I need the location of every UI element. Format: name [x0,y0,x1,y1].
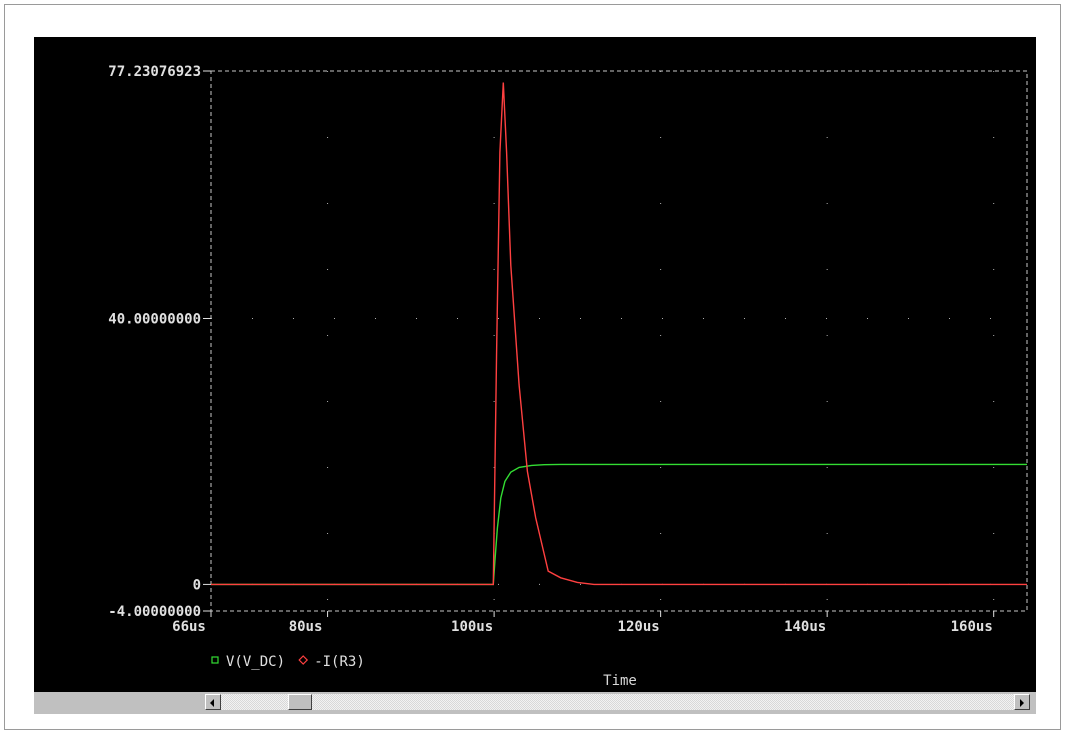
y-tick-label: 77.23076923 [108,64,201,80]
plot-border [210,70,1028,612]
series-line-i-r3 [211,82,1027,586]
legend-square-marker [211,656,219,664]
y-axis-ticks: 77.23076923 40.00000000 0 -4.00000000 [108,64,211,620]
probe-plot-screen: 77.23076923 40.00000000 0 -4.00000000 66us 8… [34,37,1036,714]
x-axis-ticks: 66us 80us 100us 120us 140us 160us [172,611,995,635]
legend: V(V_DC) -I(R3) [211,654,365,670]
scroll-right-button[interactable] [1014,694,1030,710]
x-tick-label: 66us [172,619,206,635]
scrollbar-track[interactable] [221,694,1014,710]
legend-label: V(V_DC) [226,654,285,670]
plot-area-svg: 77.23076923 40.00000000 0 -4.00000000 66us 8… [108,64,1028,689]
series-lines [211,82,1027,586]
y-tick-label: 0 [193,577,201,593]
x-tick-label: 100us [451,619,493,635]
x-tick-label: 120us [618,619,660,635]
legend-label: -I(R3) [314,654,365,670]
scrollbar-left-margin [34,692,204,714]
y-tick-label: 40.00000000 [108,312,201,328]
scrollbar-thumb[interactable] [288,694,312,710]
grid [211,71,1027,611]
x-tick-label: 80us [289,619,323,635]
y-tick-label: -4.00000000 [108,604,201,620]
series-line-v-vdc [211,463,1027,586]
scroll-left-button[interactable] [205,694,221,710]
arrow-left-icon [210,699,214,707]
arrow-right-icon [1020,699,1024,707]
plot-frame [210,70,1028,612]
legend-diamond-marker [298,655,309,665]
horizontal-scrollbar[interactable] [34,692,1036,714]
x-tick-label: 160us [951,619,993,635]
x-axis-title: Time [603,673,637,689]
x-tick-label: 140us [784,619,826,635]
